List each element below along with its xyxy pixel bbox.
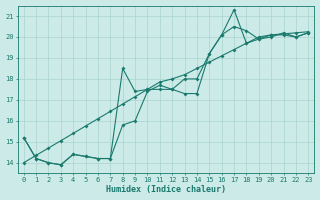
X-axis label: Humidex (Indice chaleur): Humidex (Indice chaleur) [106, 185, 226, 194]
